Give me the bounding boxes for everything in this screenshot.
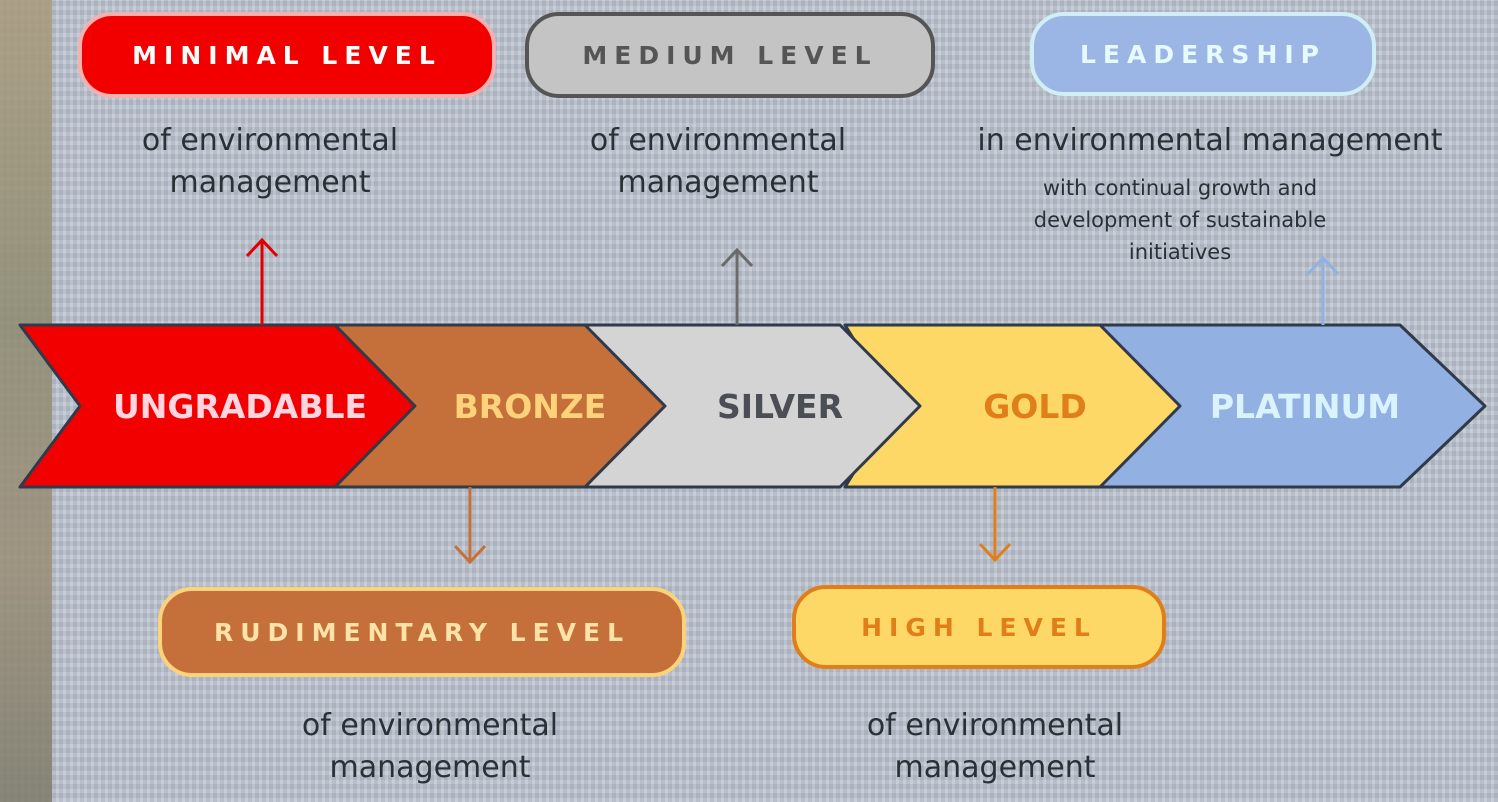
- arrow-up: [722, 250, 752, 325]
- detail: with continual growth and development of…: [995, 172, 1365, 268]
- description: of environmental management: [825, 705, 1165, 789]
- stage-label: GOLD: [915, 380, 1155, 432]
- badge: RUDIMENTARY LEVEL: [158, 587, 686, 677]
- description: of environmental management: [260, 705, 600, 789]
- stage-label: PLATINUM: [1180, 380, 1430, 432]
- description: in environmental management: [920, 120, 1498, 162]
- badge: MEDIUM LEVEL: [525, 12, 935, 98]
- arrow-up: [247, 240, 277, 325]
- page: UNGRADABLE BRONZE SILVER GOLD PLATINUM M…: [0, 0, 1498, 802]
- badge: LEADERSHIP: [1030, 12, 1376, 96]
- stage-label: SILVER: [660, 380, 900, 432]
- badge: MINIMAL LEVEL: [78, 12, 496, 98]
- arrow-down: [980, 487, 1010, 560]
- arrow-up: [1308, 258, 1338, 325]
- stage-label: UNGRADABLE: [80, 380, 400, 432]
- description: of environmental management: [100, 120, 440, 204]
- arrow-down: [455, 487, 485, 562]
- stage-label: BRONZE: [410, 380, 650, 432]
- description: of environmental management: [548, 120, 888, 204]
- badge: HIGH LEVEL: [792, 585, 1166, 669]
